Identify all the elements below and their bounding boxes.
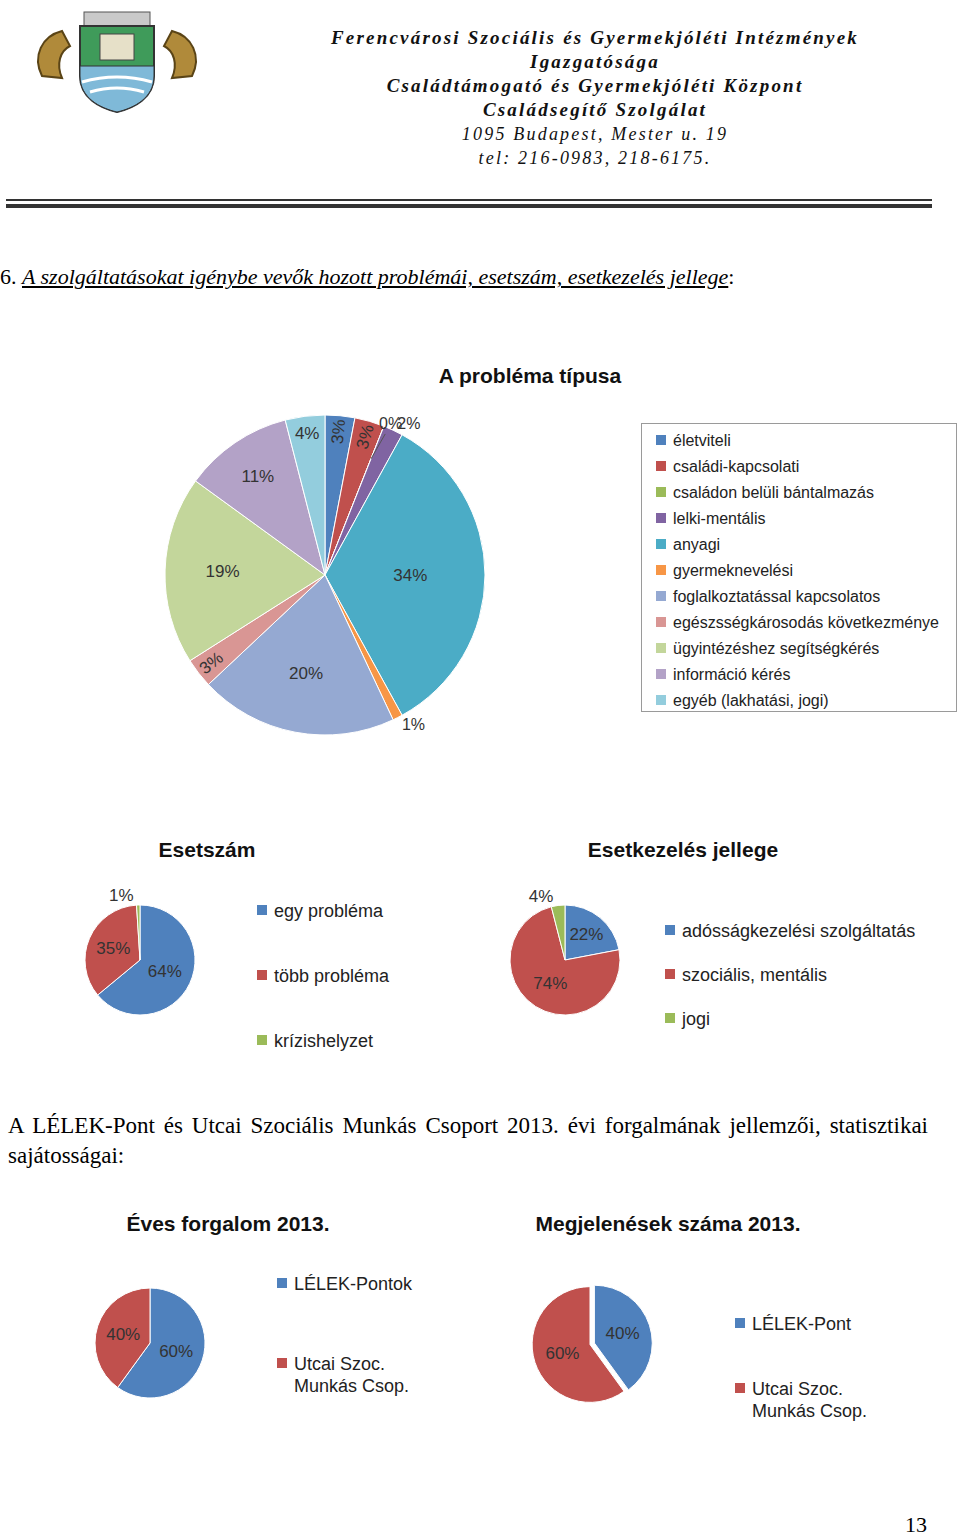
svg-text:34%: 34% xyxy=(393,566,427,585)
html-text:LÉLEK-Pont: LÉLEK-Pont xyxy=(752,1314,852,1334)
svg-text:19%: 19% xyxy=(206,562,240,581)
html-text:Éves forgalom 2013.: Éves forgalom 2013. xyxy=(126,1212,330,1235)
svg-text:4%: 4% xyxy=(529,887,554,906)
svg-text:74%: 74% xyxy=(533,974,567,993)
html-text:Ferencvárosi Szociális és Gyer: Ferencvárosi Szociális és Gyermekjóléti … xyxy=(331,27,859,48)
html-text:Esetkezelés jellege: Esetkezelés jellege xyxy=(587,838,779,861)
html-text:adósságkezelési szolgáltatás: adósságkezelési szolgáltatás xyxy=(682,921,916,941)
html-text:anyagi: anyagi xyxy=(673,536,721,553)
html-text:egy probléma: egy probléma xyxy=(274,901,384,921)
svg-text:40%: 40% xyxy=(106,1325,140,1344)
html-text:Igazgatósága: Igazgatósága xyxy=(530,51,660,72)
html-text:Esetszám: Esetszám xyxy=(158,838,256,861)
html-text:lelki-mentális: lelki-mentális xyxy=(673,510,766,527)
html-text:13: 13 xyxy=(905,1512,927,1537)
html-text:6. A szolgáltatásokat igénybe: 6. A szolgáltatásokat igénybe vevők hozo… xyxy=(0,264,735,289)
svg-text:3%: 3% xyxy=(328,419,349,445)
html-text:szociális, mentális: szociális, mentális xyxy=(682,965,827,985)
svg-text:1%: 1% xyxy=(109,886,134,905)
html-text:információ kérés: információ kérés xyxy=(673,666,791,683)
html-text:egyéb (lakhatási, jogi): egyéb (lakhatási, jogi) xyxy=(673,692,829,709)
svg-text:11%: 11% xyxy=(241,467,274,486)
svg-text:2%: 2% xyxy=(397,415,420,432)
svg-text:0%: 0% xyxy=(379,415,402,432)
html-text:jogi: jogi xyxy=(682,1009,710,1029)
html-text:családi-kapcsolati: családi-kapcsolati xyxy=(673,458,800,475)
svg-text:3%: 3% xyxy=(196,648,227,678)
svg-text:60%: 60% xyxy=(545,1344,579,1363)
html-text:A probléma típusa: A probléma típusa xyxy=(438,364,622,387)
html-text:több probléma: több probléma xyxy=(274,966,390,986)
svg-text:3%: 3% xyxy=(353,422,378,451)
svg-text:20%: 20% xyxy=(289,664,323,683)
svg-text:64%: 64% xyxy=(148,962,182,981)
html-text:krízishelyzet: krízishelyzet xyxy=(274,1031,373,1051)
html-text:ügyintézéshez segítségkérés: ügyintézéshez segítségkérés xyxy=(673,640,880,657)
html-text:Megjelenések száma 2013.: Megjelenések száma 2013. xyxy=(535,1212,801,1235)
svg-text:60%: 60% xyxy=(159,1342,193,1361)
html-text:gyermeknevelési: gyermeknevelési xyxy=(673,562,794,579)
svg-text:35%: 35% xyxy=(96,939,130,958)
html-text:A LÉLEK-Pont és Utcai Szociáli: A LÉLEK-Pont és Utcai Szociális Munkás C… xyxy=(8,1113,928,1168)
html-text:életviteli: életviteli xyxy=(673,432,731,449)
html-text:egészsségkárosodás következmén: egészsségkárosodás következménye xyxy=(673,614,939,631)
svg-text:22%: 22% xyxy=(569,925,603,944)
svg-text:1%: 1% xyxy=(402,716,425,733)
html-text:Családtámogató és Gyermekjólét: Családtámogató és Gyermekjóléti Központ xyxy=(386,75,804,96)
svg-text:4%: 4% xyxy=(295,424,320,443)
html-text:Családsegítő Szolgálat: Családsegítő Szolgálat xyxy=(482,99,708,120)
html-text:LÉLEK-Pontok: LÉLEK-Pontok xyxy=(294,1274,413,1294)
html-text:tel: 216-0983, 218-6175.: tel: 216-0983, 218-6175. xyxy=(478,148,712,168)
html-text:családon belüli bántalmazás: családon belüli bántalmazás xyxy=(673,484,874,501)
html-text:Utcai Szoc. Munkás Csop.: Utcai Szoc. Munkás Csop. xyxy=(752,1379,868,1421)
html-text:Utcai Szoc. Munkás Csop.: Utcai Szoc. Munkás Csop. xyxy=(294,1354,410,1396)
html-text:foglalkoztatással kapcsolatos: foglalkoztatással kapcsolatos xyxy=(673,588,881,605)
svg-text:40%: 40% xyxy=(606,1324,640,1343)
html-text:1095 Budapest, Mester u. 19: 1095 Budapest, Mester u. 19 xyxy=(461,124,729,144)
